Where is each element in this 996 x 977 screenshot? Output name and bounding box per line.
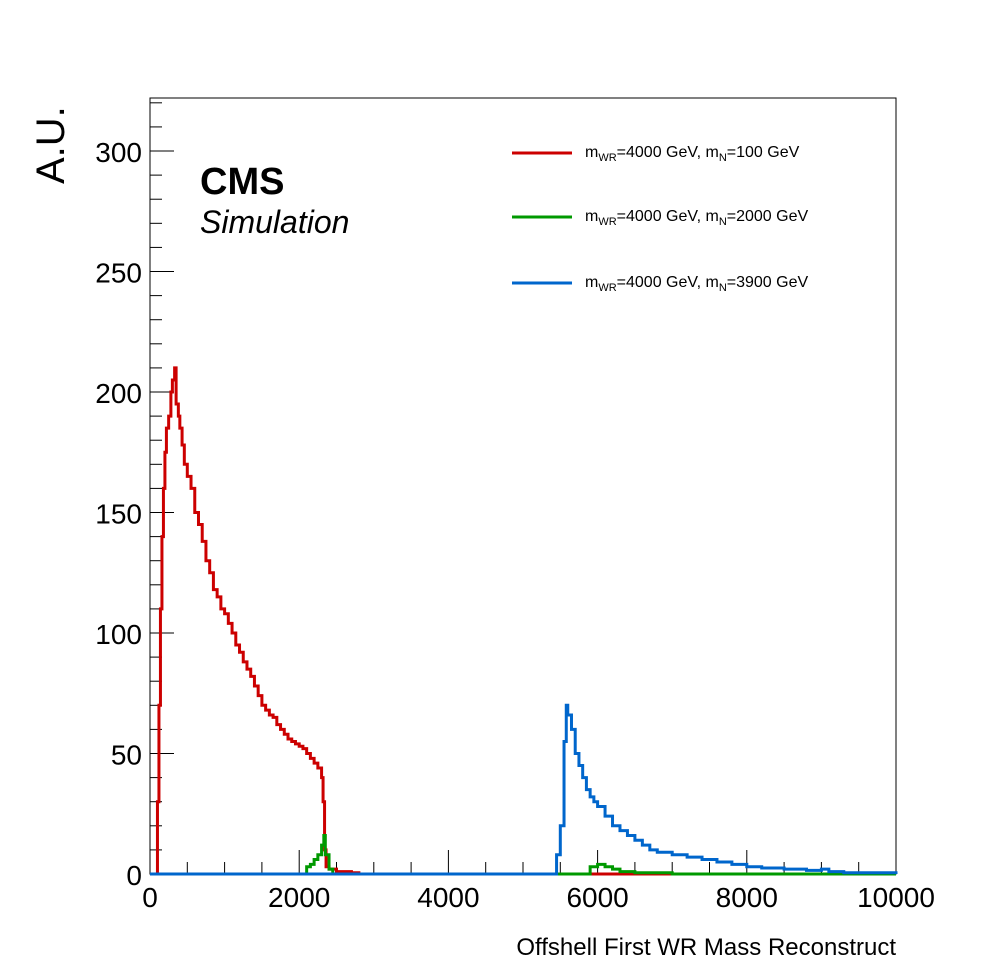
x-tick-label: 0 bbox=[142, 882, 158, 913]
series-layer bbox=[150, 366, 898, 876]
y-axis-title: A.U. bbox=[29, 106, 73, 184]
cms-label: CMS bbox=[200, 161, 284, 203]
ticks-layer: 0 50 100 150 200 250 300 0 2000 4000 6000 8000 10000 bbox=[95, 102, 935, 913]
x-axis-title: Offshell First WR Mass Reconstruct bbox=[516, 934, 896, 961]
y-tick-label: 250 bbox=[95, 258, 142, 289]
legend: mWR=4000 GeV, mN=100 GeV mWR=4000 GeV, m… bbox=[512, 144, 808, 294]
legend-label-1: mWR=4000 GeV, mN=100 GeV bbox=[585, 144, 800, 164]
simulation-label: Simulation bbox=[200, 204, 349, 240]
y-tick-label: 150 bbox=[95, 499, 142, 530]
series-line-3 bbox=[150, 703, 898, 876]
x-tick-label: 4000 bbox=[417, 882, 479, 913]
y-tick-label: 100 bbox=[95, 619, 142, 650]
x-tick-label: 6000 bbox=[566, 882, 628, 913]
series-line-1 bbox=[150, 366, 896, 876]
x-tick-label: 10000 bbox=[857, 882, 935, 913]
y-tick-label: 200 bbox=[95, 378, 142, 409]
y-tick-label: 50 bbox=[111, 740, 142, 771]
x-tick-label: 8000 bbox=[716, 882, 778, 913]
series-line-2 bbox=[150, 833, 896, 876]
y-tick-label: 300 bbox=[95, 137, 142, 168]
legend-label-3: mWR=4000 GeV, mN=3900 GeV bbox=[585, 274, 808, 294]
x-tick-label: 2000 bbox=[268, 882, 330, 913]
legend-label-2: mWR=4000 GeV, mN=2000 GeV bbox=[585, 208, 808, 228]
y-tick-label: 0 bbox=[126, 860, 142, 891]
